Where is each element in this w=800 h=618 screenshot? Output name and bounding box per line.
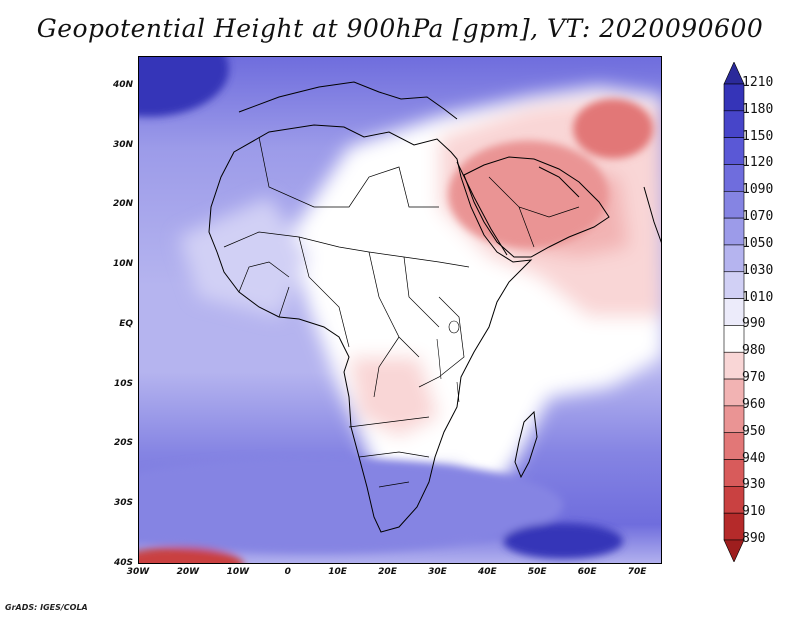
colorbar-label: 990 bbox=[742, 316, 766, 332]
map-canvas bbox=[139, 57, 661, 563]
map-panel bbox=[138, 56, 662, 564]
field-iran-low bbox=[573, 98, 654, 159]
lon-tick-label: 10W bbox=[226, 567, 250, 577]
field-arabian-low bbox=[448, 140, 609, 249]
colorbar-swatches bbox=[723, 62, 745, 562]
field-extrema bbox=[139, 57, 654, 563]
border-arabia bbox=[488, 176, 580, 248]
colorbar-label: 1030 bbox=[742, 262, 774, 278]
colorbar-swatch bbox=[723, 459, 745, 487]
lake-victoria bbox=[448, 320, 460, 334]
colorbar-swatch bbox=[723, 110, 745, 138]
colorbar-swatch bbox=[723, 217, 745, 246]
colorbar-swatch bbox=[723, 378, 745, 407]
lon-tick-label: 70E bbox=[627, 567, 647, 577]
field-sw-atlantic-low bbox=[139, 547, 244, 563]
colorbar-swatch bbox=[723, 486, 745, 514]
colorbar-swatch bbox=[723, 164, 745, 192]
lon-tick-label: 60E bbox=[577, 567, 597, 577]
colorbar-swatch bbox=[723, 512, 745, 541]
border-west-africa bbox=[238, 261, 290, 318]
lat-tick-label: 20S bbox=[113, 438, 133, 449]
colorbar-swatch bbox=[723, 271, 745, 299]
colorbar-label: 1010 bbox=[742, 289, 774, 305]
lon-tick-label: 40E bbox=[477, 567, 497, 577]
colorbar-swatch bbox=[723, 405, 745, 434]
colorbar-label: 910 bbox=[742, 504, 766, 520]
lat-tick-label: 30S bbox=[113, 498, 133, 509]
india-coast bbox=[643, 186, 661, 243]
lon-tick-label: 20W bbox=[176, 567, 200, 577]
border-south bbox=[348, 416, 430, 488]
country-borders bbox=[223, 136, 580, 488]
west-africa-cool bbox=[179, 197, 309, 317]
border-sahel bbox=[223, 231, 470, 268]
colorbar-swatch bbox=[723, 351, 745, 380]
colorbar-label: 950 bbox=[742, 423, 766, 439]
colorbar-bottom-arrow bbox=[723, 539, 745, 562]
colorbar-label: 890 bbox=[742, 531, 766, 546]
lon-tick-label: 30W bbox=[126, 567, 150, 577]
lon-tick-label: 0 bbox=[284, 567, 291, 577]
colorbar-label: 960 bbox=[742, 396, 766, 412]
lakes bbox=[436, 320, 460, 403]
colorbar-label: 930 bbox=[742, 477, 766, 493]
persian-gulf-coast bbox=[538, 166, 580, 198]
madagascar-coastline bbox=[514, 410, 538, 479]
red-sea-coast bbox=[456, 161, 508, 256]
field-south-atlantic-band bbox=[139, 457, 564, 554]
lat-tick-label: 40S bbox=[113, 558, 133, 568]
colorbar-label: 1120 bbox=[742, 155, 774, 171]
colorbar-swatch bbox=[723, 325, 745, 353]
coastlines bbox=[208, 81, 661, 533]
field-north-atlantic-high bbox=[139, 57, 229, 117]
lake-tanganyika bbox=[436, 338, 442, 380]
border-central bbox=[298, 236, 440, 358]
colorbar-swatch bbox=[723, 432, 745, 460]
colorbar-label: 1150 bbox=[742, 128, 774, 144]
colorbar-label: 1050 bbox=[742, 235, 774, 251]
colorbar-swatch bbox=[723, 137, 745, 165]
chart-title: Geopotential Height at 900hPa [gpm], VT:… bbox=[36, 14, 764, 43]
central-africa-warm bbox=[349, 357, 439, 437]
colorbar-top-arrow bbox=[723, 62, 745, 85]
mediterranean-coast bbox=[238, 81, 458, 120]
colorbar-label: 1090 bbox=[742, 182, 774, 198]
field-south-indian-high bbox=[503, 523, 624, 560]
colorbar-label: 980 bbox=[742, 343, 766, 359]
lon-tick-label: 50E bbox=[527, 567, 547, 577]
lat-tick-label: 30N bbox=[112, 139, 133, 150]
lake-malawi bbox=[456, 381, 460, 403]
footer-credit: GrADS: IGES/COLA bbox=[5, 603, 88, 612]
lat-tick-label: EQ bbox=[119, 318, 133, 329]
arabia-coastline bbox=[463, 156, 610, 258]
lat-tick-label: 10N bbox=[112, 259, 133, 270]
lat-tick-label: 20N bbox=[112, 199, 133, 210]
lon-tick-label: 30E bbox=[428, 567, 447, 577]
colorbar-label: 1210 bbox=[742, 75, 774, 90]
colorbar-swatch bbox=[723, 83, 745, 112]
colorbar bbox=[723, 62, 745, 562]
lon-tick-label: 20E bbox=[378, 567, 397, 577]
colorbar-label: 970 bbox=[742, 370, 766, 386]
lat-tick-label: 40N bbox=[112, 79, 133, 90]
border-north-africa bbox=[258, 136, 439, 208]
colorbar-swatch bbox=[723, 190, 745, 219]
colorbar-label: 1180 bbox=[742, 101, 774, 117]
colorbar-label: 1070 bbox=[742, 209, 774, 225]
colorbar-swatch bbox=[723, 244, 745, 273]
colorbar-label: 940 bbox=[742, 450, 766, 466]
lon-tick-label: 10E bbox=[328, 567, 347, 577]
colorbar-swatch bbox=[723, 298, 745, 326]
africa-coastline bbox=[208, 124, 533, 533]
border-east bbox=[373, 296, 465, 398]
lat-tick-label: 10S bbox=[113, 378, 133, 389]
